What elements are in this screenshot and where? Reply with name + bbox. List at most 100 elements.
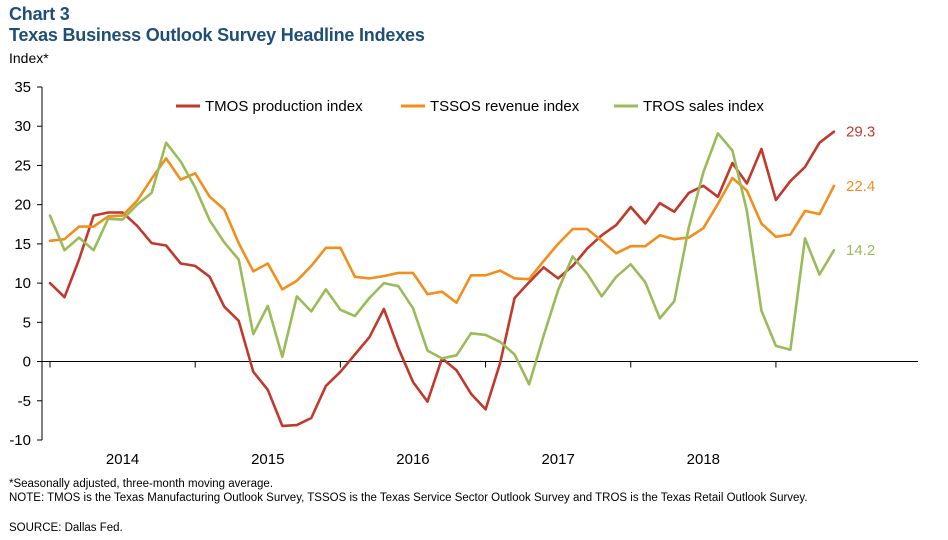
data-point: [266, 305, 269, 307]
data-point: [383, 275, 385, 277]
data-point: [702, 227, 705, 230]
data-point: [760, 222, 763, 225]
data-point: [542, 266, 545, 269]
y-tick-label: 15: [14, 236, 31, 253]
data-point: [746, 210, 748, 212]
data-point: [833, 249, 835, 252]
data-point: [499, 341, 501, 343]
data-point: [717, 132, 719, 135]
data-point: [484, 408, 487, 411]
data-point: [194, 265, 197, 267]
data-point: [557, 289, 559, 292]
data-point: [310, 265, 313, 267]
data-point: [644, 245, 647, 248]
data-point: [368, 297, 371, 299]
data-point: [426, 349, 429, 352]
data-point: [731, 177, 734, 179]
y-tick-label: 20: [14, 197, 31, 214]
x-tick-label: 2015: [251, 451, 284, 468]
data-point: [687, 226, 690, 229]
data-point: [775, 345, 777, 347]
data-point: [107, 217, 109, 220]
data-point: [368, 277, 371, 280]
data-point: [818, 141, 821, 144]
data-point: [470, 392, 472, 395]
data-point: [165, 141, 168, 144]
data-point: [63, 249, 66, 252]
data-point: [208, 195, 211, 198]
data-point: [412, 272, 414, 274]
data-point: [281, 288, 284, 291]
data-point: [804, 166, 806, 168]
data-point: [629, 245, 632, 248]
data-point: [775, 235, 777, 238]
x-tick-label: 2017: [541, 451, 574, 468]
data-point: [165, 244, 168, 247]
y-tick-label: 10: [14, 275, 31, 292]
data-point: [644, 281, 647, 284]
data-point: [136, 203, 139, 206]
data-point: [557, 277, 559, 280]
data-point: [484, 274, 487, 277]
data-point: [731, 149, 734, 152]
y-tick-label: 0: [23, 354, 31, 371]
data-point: [295, 424, 298, 426]
data-point: [252, 333, 255, 335]
data-point: [586, 272, 589, 275]
legend-label: TMOS production index: [205, 98, 363, 115]
data-point: [208, 219, 211, 222]
data-point: [426, 293, 429, 295]
data-point: [310, 310, 313, 313]
data-point: [513, 277, 516, 280]
data-point: [615, 252, 618, 255]
data-point: [179, 160, 182, 163]
data-point: [368, 336, 371, 339]
x-tick-label: 2014: [106, 451, 139, 468]
chart-label: Chart 3: [9, 4, 70, 24]
data-point: [49, 282, 51, 284]
y-tick-label: 30: [14, 118, 31, 135]
data-point: [78, 258, 80, 261]
data-point: [354, 275, 356, 278]
data-point: [557, 243, 559, 245]
data-point: [63, 296, 66, 299]
x-tick-label: 2016: [396, 451, 429, 468]
data-point: [107, 215, 109, 218]
data-point: [455, 301, 458, 304]
data-point: [237, 242, 240, 245]
data-point: [586, 228, 589, 230]
series-line-2: [48, 157, 836, 305]
data-point: [266, 262, 269, 265]
data-point: [121, 214, 124, 217]
legend-label: TROS sales index: [643, 98, 764, 115]
data-point: [789, 233, 792, 236]
data-point: [194, 172, 197, 175]
end-value-label: 14.2: [846, 242, 875, 259]
data-point: [63, 238, 66, 241]
end-value-label: 22.4: [846, 178, 875, 195]
series-line-1: [48, 130, 836, 428]
data-point: [528, 281, 530, 284]
data-point: [455, 369, 458, 372]
note: NOTE: TMOS is the Texas Manufacturing Ou…: [9, 492, 808, 504]
data-point: [760, 309, 763, 312]
y-tick-label: -10: [9, 432, 31, 449]
data-point: [673, 300, 676, 303]
data-point: [397, 285, 400, 288]
data-point: [121, 218, 124, 221]
end-value-label: 29.3: [846, 124, 875, 141]
data-point: [499, 362, 501, 364]
data-point: [49, 239, 51, 242]
data-point: [775, 199, 777, 201]
data-point: [818, 213, 821, 216]
y-tick-label: -5: [18, 393, 31, 410]
series-line-3: [48, 132, 836, 386]
data-point: [339, 308, 342, 311]
chart-title: Texas Business Outlook Survey Headline I…: [9, 25, 425, 45]
data-point: [470, 332, 472, 335]
data-point: [412, 381, 414, 383]
x-tick-label: 2018: [687, 451, 720, 468]
data-point: [121, 211, 124, 214]
data-point: [397, 347, 400, 350]
